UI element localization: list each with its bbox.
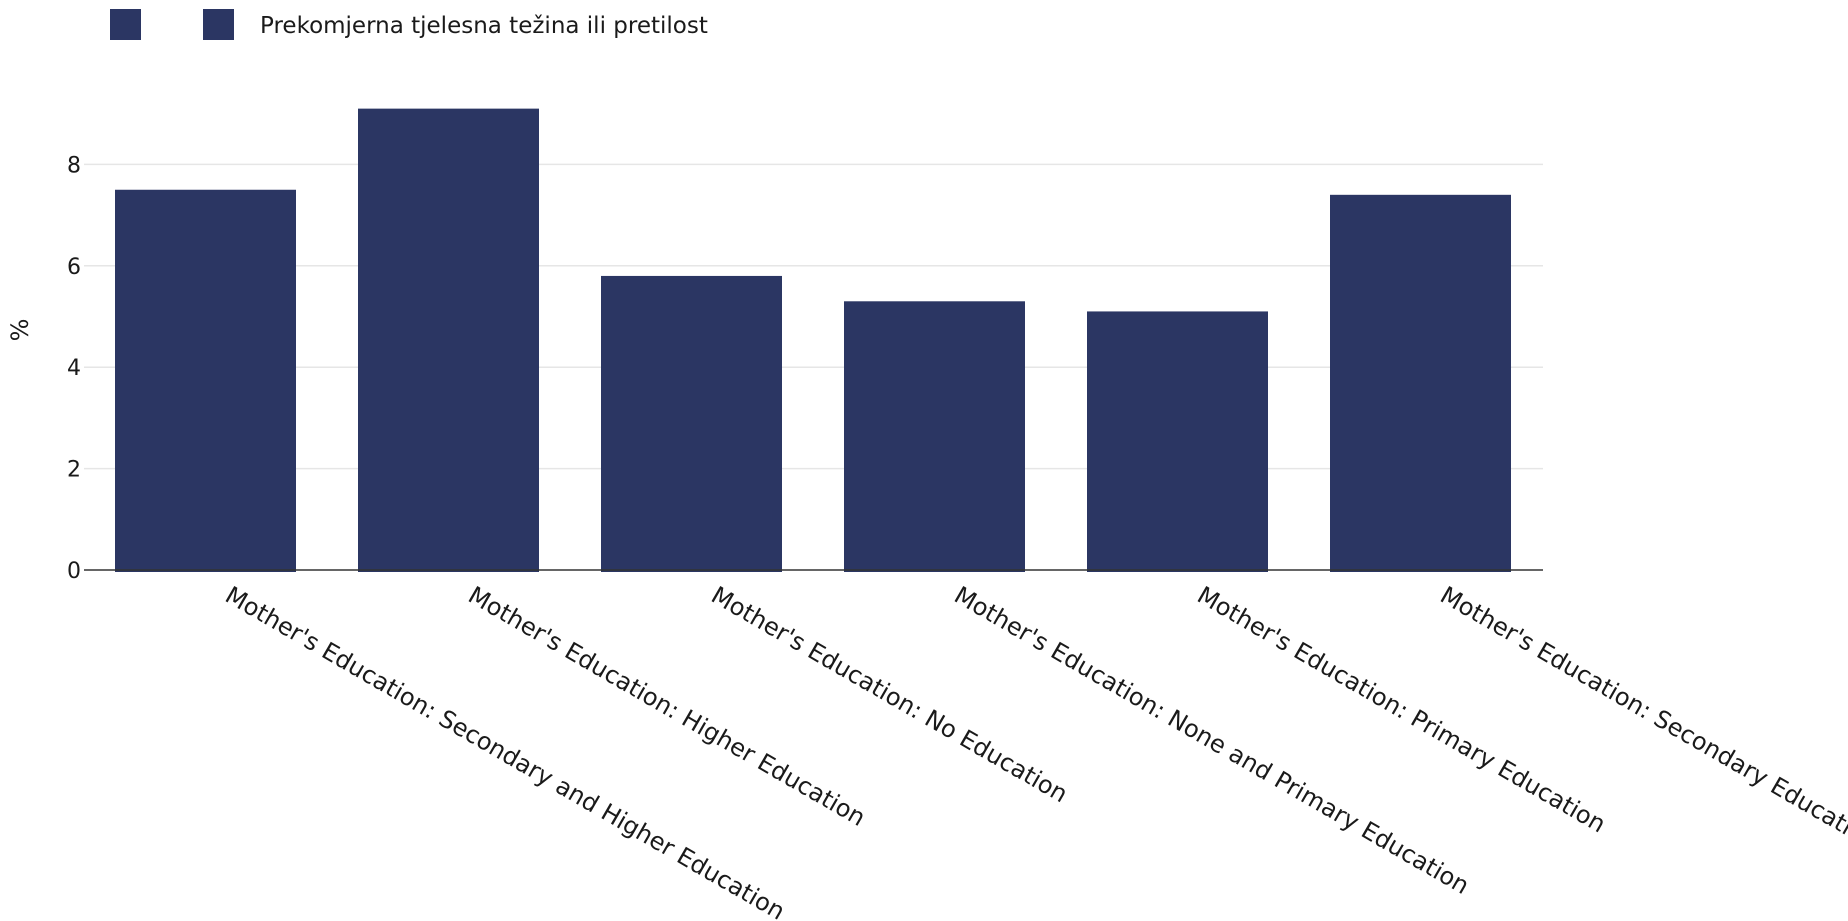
x-tick-label: Mother's Education: Primary Education bbox=[1193, 581, 1611, 838]
y-tick-label: 8 bbox=[67, 153, 81, 178]
gridlines bbox=[84, 163, 1543, 470]
bar bbox=[601, 275, 782, 572]
y-tick-label: 4 bbox=[67, 356, 81, 381]
x-tick-label: Mother's Education: None and Primary Edu… bbox=[950, 581, 1474, 900]
x-tick-label: Mother's Education: Higher Education bbox=[464, 581, 871, 832]
y-axis: 0 2 4 6 8 bbox=[67, 153, 81, 584]
legend: Prekomjerna tjelesna težina ili pretilos… bbox=[110, 9, 708, 40]
bar bbox=[115, 189, 296, 572]
legend-swatch bbox=[203, 9, 234, 40]
x-axis: Mother's Education: Secondary and Higher… bbox=[221, 581, 1848, 921]
bar bbox=[844, 301, 1025, 572]
y-tick-label: 6 bbox=[67, 255, 81, 280]
bar bbox=[358, 108, 539, 572]
y-tick-label: 2 bbox=[67, 458, 81, 483]
legend-swatch bbox=[110, 9, 141, 40]
y-axis-title: % bbox=[6, 319, 34, 342]
y-tick-label: 0 bbox=[67, 559, 81, 584]
bar bbox=[1087, 311, 1268, 572]
legend-label: Prekomjerna tjelesna težina ili pretilos… bbox=[260, 13, 708, 39]
x-tick-label: Mother's Education: Secondary and Higher… bbox=[221, 581, 790, 921]
bars bbox=[115, 108, 1511, 572]
x-tick-label: Mother's Education: Secondary Education bbox=[1436, 581, 1848, 856]
bar bbox=[1330, 194, 1511, 572]
